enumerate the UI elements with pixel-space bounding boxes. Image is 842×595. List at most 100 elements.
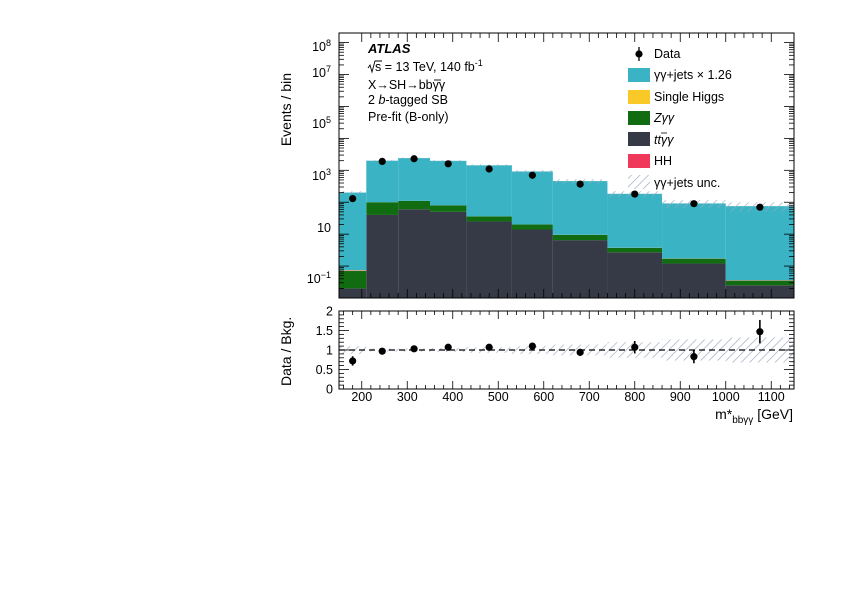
y-tick-label: 1 [326, 344, 333, 358]
data-point [378, 157, 386, 166]
y-tick-label: 108 [312, 38, 331, 54]
x-tick-label: 400 [442, 390, 463, 404]
x-tick-label: 900 [670, 390, 691, 404]
x-tick-label: 300 [397, 390, 418, 404]
bar-segment [552, 181, 608, 235]
ratio-point [756, 328, 764, 336]
x-tick-label: 600 [533, 390, 554, 404]
bar-segment [466, 165, 512, 217]
svg-text:Data: Data [654, 47, 680, 61]
legend: Data γγ+jets × 1.26 Single Higgs Zγγ ttγ… [628, 47, 732, 190]
bar-segment [398, 209, 430, 298]
ratio-y-axis-title: Data / Bkg. [278, 317, 294, 386]
x-axis-title: m*bbγγ [GeV] [715, 406, 793, 426]
sqrt-icon [367, 60, 382, 74]
main-plot-panel: 10−1 10 103 105 107 108 Events / bin ATLAS s … [278, 32, 795, 299]
svg-text:ttγγ: ttγγ [654, 133, 674, 147]
x-tick-label: 200 [351, 390, 372, 404]
data-point [410, 155, 418, 163]
bar-segment [552, 240, 608, 298]
ratio-y-ticks: 0 0.5 1 1.5 2 [316, 305, 794, 397]
data-point [444, 160, 452, 168]
bar-segment [366, 202, 399, 215]
ratio-point [444, 343, 452, 351]
ratio-point [485, 343, 493, 351]
bar-segment [552, 234, 608, 241]
y-tick-label: 10−1 [307, 270, 331, 286]
svg-text:HH: HH [654, 154, 672, 168]
bar-segment [430, 211, 467, 298]
main-plot-frame [338, 32, 795, 299]
main-x-ticks [361, 33, 772, 298]
y-tick-label: 105 [312, 115, 331, 131]
process-label: X→SH→bbγγ [368, 78, 446, 92]
bar-segment [662, 263, 726, 298]
energy-lumi-label: s = 13 TeV, 140 fb-1 [375, 58, 483, 74]
data-point [631, 190, 639, 198]
ratio-uncertainty-band [339, 337, 794, 363]
bar-segment [511, 229, 553, 298]
bar-segment [339, 288, 367, 298]
uncertainty-band-segment [339, 191, 367, 195]
bar-segment [430, 160, 467, 206]
bar-segment [725, 285, 794, 298]
ratio-point [410, 345, 418, 353]
experiment-label: ATLAS [367, 41, 411, 56]
ratio-point [631, 343, 639, 351]
uncertainty-band-segment [466, 164, 512, 167]
legend-entry-single-higgs: Single Higgs [628, 90, 724, 104]
legend-entry-unc: γγ+jets unc. [628, 175, 720, 190]
x-tick-label: 700 [579, 390, 600, 404]
svg-text:γγ+jets unc.: γγ+jets unc. [654, 176, 720, 190]
bar-segment [511, 171, 553, 225]
ratio-point [576, 348, 584, 356]
x-tick-label: 800 [624, 390, 645, 404]
legend-entry-zgg: Zγγ [628, 111, 675, 125]
bar-segment [339, 271, 367, 289]
svg-text:Single Higgs: Single Higgs [654, 90, 724, 104]
data-point [349, 194, 357, 203]
x-tick-label: 1000 [712, 390, 740, 404]
y-tick-label: 1.5 [316, 324, 333, 338]
bar-segment [607, 193, 663, 248]
stacked-histogram [339, 158, 794, 298]
y-tick-label: 0.5 [316, 363, 333, 377]
bar-segment [366, 214, 399, 298]
ratio-x-ticks: 200 300 400 500 600 700 800 900 1000 1100 [343, 311, 790, 404]
uncertainty-band-segment [511, 170, 553, 173]
bar-segment [398, 158, 430, 201]
legend-entry-ttgg: ttγγ [628, 132, 674, 147]
data-point [756, 203, 764, 211]
data-points [349, 155, 764, 211]
bar-segment [725, 280, 794, 286]
y-tick-label: 2 [326, 305, 333, 319]
ratio-point [378, 347, 386, 355]
legend-entry-data: Data [635, 47, 680, 61]
legend-entry-gjets: γγ+jets × 1.26 [628, 68, 732, 82]
plot-annotation: ATLAS s = 13 TeV, 140 fb-1 X→SH→bbγγ 2 b… [367, 41, 483, 124]
bar-segment [366, 160, 399, 203]
bar-segment [511, 224, 553, 230]
ratio-points [349, 319, 764, 366]
bar-segment [607, 247, 663, 253]
y-tick-label: 107 [312, 64, 331, 80]
ratio-point [528, 342, 536, 350]
bar-segment [339, 192, 367, 271]
svg-text:γγ+jets × 1.26: γγ+jets × 1.26 [654, 68, 732, 82]
y-tick-label: 10 [317, 221, 331, 235]
data-point [485, 165, 493, 173]
bar-segment [725, 206, 794, 281]
legend-entry-hh: HH [628, 154, 672, 168]
x-tick-label: 1100 [758, 390, 785, 404]
data-point [576, 180, 584, 188]
bar-segment [466, 221, 512, 298]
bar-segment [398, 200, 430, 210]
y-tick-label: 0 [326, 383, 333, 397]
data-point [528, 171, 536, 179]
y-tick-label: 103 [312, 167, 331, 183]
x-tick-label: 500 [488, 390, 509, 404]
data-point [690, 200, 698, 208]
bar-segment [466, 216, 512, 222]
fit-label: Pre-fit (B-only) [368, 110, 449, 124]
